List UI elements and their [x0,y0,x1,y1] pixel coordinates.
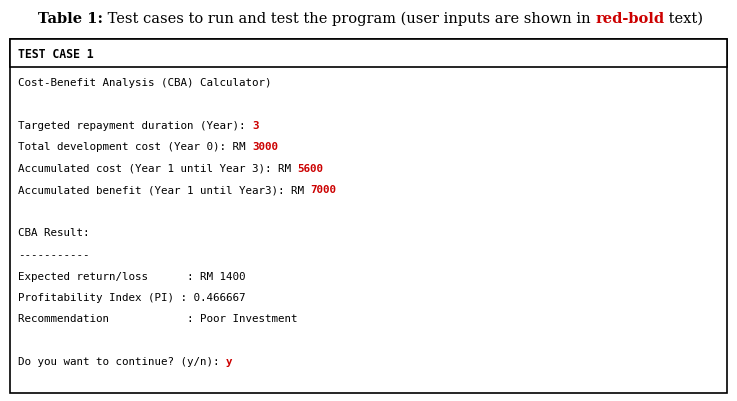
Text: 3: 3 [252,121,259,131]
Text: Accumulated benefit (Year 1 until Year3): RM: Accumulated benefit (Year 1 until Year3)… [18,185,310,195]
Bar [10,40,727,393]
Text: Table 1:: Table 1: [38,12,103,26]
Text: text): text) [664,12,703,26]
Text: Cost-Benefit Analysis (CBA) Calculator): Cost-Benefit Analysis (CBA) Calculator) [18,78,271,88]
Text: Expected return/loss      : RM 1400: Expected return/loss : RM 1400 [18,271,245,281]
Bar [10,40,727,68]
Text: Profitability Index (PI) : 0.466667: Profitability Index (PI) : 0.466667 [18,292,245,302]
Text: red-bold: red-bold [595,12,664,26]
Text: 5600: 5600 [298,164,324,174]
Text: Do you want to continue? (y/n):: Do you want to continue? (y/n): [18,356,226,367]
Text: -----------: ----------- [18,249,89,259]
Text: TEST CASE 1: TEST CASE 1 [18,47,94,60]
Text: y: y [226,356,232,367]
Text: 7000: 7000 [310,185,337,195]
Text: Recommendation            : Poor Investment: Recommendation : Poor Investment [18,314,298,324]
Text: Test cases to run and test the program (user inputs are shown in: Test cases to run and test the program (… [103,12,595,26]
Text: CBA Result:: CBA Result: [18,228,89,238]
Text: Accumulated cost (Year 1 until Year 3): RM: Accumulated cost (Year 1 until Year 3): … [18,164,298,174]
Text: Targeted repayment duration (Year):: Targeted repayment duration (Year): [18,121,252,131]
Text: Total development cost (Year 0): RM: Total development cost (Year 0): RM [18,142,252,152]
Text: 3000: 3000 [252,142,278,152]
